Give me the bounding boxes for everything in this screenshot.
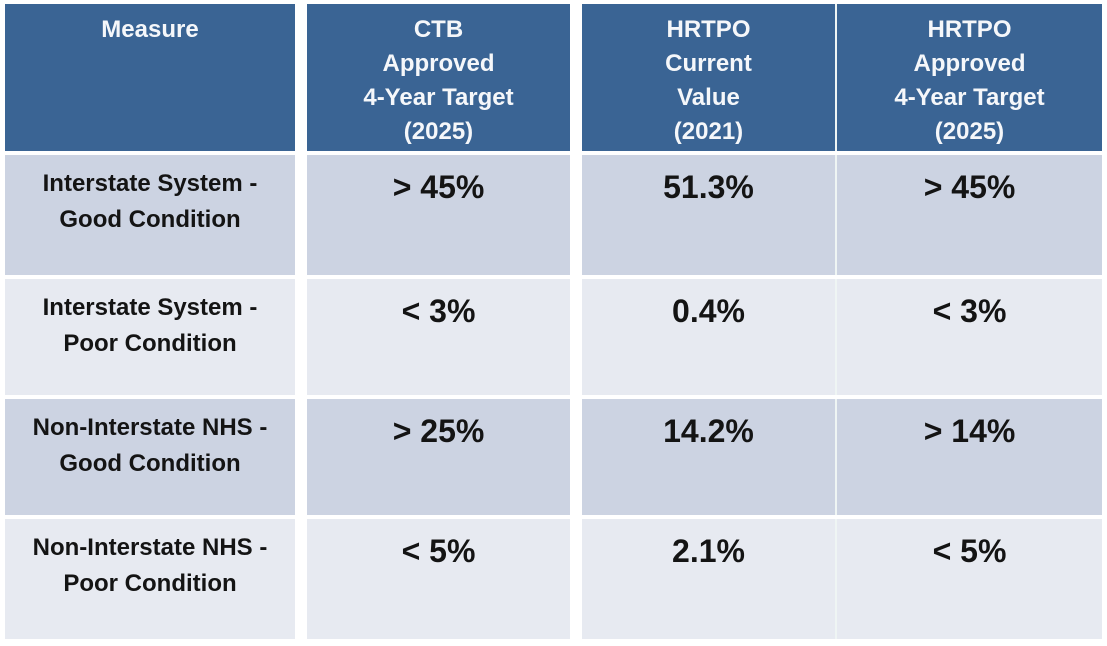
current-value-cell: 14.2% — [582, 399, 835, 515]
hrtpo-target-cell: > 45% — [835, 155, 1102, 275]
header-cell-ctb-approved-target: CTB Approved 4-Year Target (2025) — [307, 4, 570, 151]
measure-cell: Non-Interstate NHS - Poor Condition — [5, 519, 295, 639]
pavement-condition-table: Measure CTB Approved 4-Year Target (2025… — [5, 4, 1102, 639]
ctb-target-cell: > 45% — [307, 155, 570, 275]
ctb-target-cell: < 5% — [307, 519, 570, 639]
ctb-target-cell: > 25% — [307, 399, 570, 515]
hrtpo-target-cell: < 3% — [835, 279, 1102, 395]
measure-cell: Interstate System - Good Condition — [5, 155, 295, 275]
measure-cell: Interstate System - Poor Condition — [5, 279, 295, 395]
current-value-cell: 0.4% — [582, 279, 835, 395]
ctb-target-cell: < 3% — [307, 279, 570, 395]
header-cell-hrtpo-current-value: HRTPO Current Value (2021) — [582, 4, 835, 151]
current-value-cell: 2.1% — [582, 519, 835, 639]
measure-cell: Non-Interstate NHS - Good Condition — [5, 399, 295, 515]
header-cell-measure: Measure — [5, 4, 295, 151]
hrtpo-target-cell: > 14% — [835, 399, 1102, 515]
hrtpo-target-cell: < 5% — [835, 519, 1102, 639]
header-cell-hrtpo-approved-target: HRTPO Approved 4-Year Target (2025) — [835, 4, 1102, 151]
current-value-cell: 51.3% — [582, 155, 835, 275]
